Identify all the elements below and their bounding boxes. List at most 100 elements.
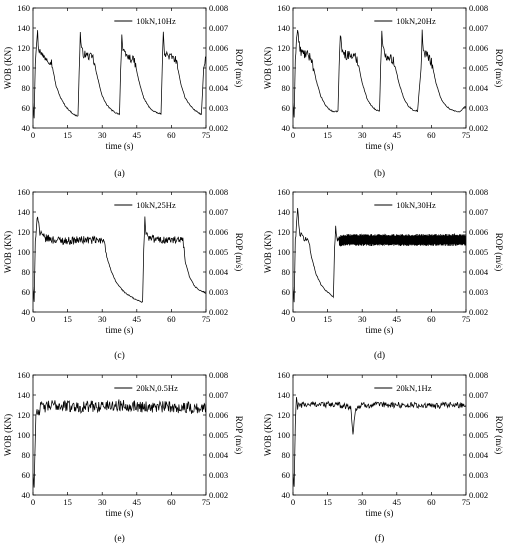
x-tick-label: 75 xyxy=(462,497,471,507)
x-tick-label: 0 xyxy=(31,497,35,507)
y2-tick-label: 0.008 xyxy=(209,3,228,13)
x-tick-label: 15 xyxy=(323,497,332,507)
y2-tick-label: 0.005 xyxy=(209,430,228,440)
x-axis-label: time (s) xyxy=(106,508,134,518)
plot-frame xyxy=(32,374,207,496)
y-tick-label: 140 xyxy=(17,23,30,33)
y2-tick-label: 0.002 xyxy=(209,123,228,133)
y2-axis-label: ROP (m/s) xyxy=(234,49,244,87)
y-axis-label: WOB (KN) xyxy=(263,231,273,273)
y-tick-label: 80 xyxy=(22,267,31,277)
y-tick-label: 140 xyxy=(277,23,290,33)
x-axis-label: time (s) xyxy=(106,325,134,335)
y2-tick-label: 0.007 xyxy=(209,390,228,400)
y2-tick-label: 0.006 xyxy=(469,227,488,237)
x-tick-label: 30 xyxy=(98,130,107,140)
panel-label: (e) xyxy=(114,533,125,544)
series-line xyxy=(293,208,466,303)
y2-tick-label: 0.006 xyxy=(469,43,488,53)
plot-frame xyxy=(292,374,467,496)
chart-panel-a: 0 15 30 45 60 75 40 60 80 100 120 140 160 0.002 0.003 0… xyxy=(3,3,244,179)
y-tick-label: 40 xyxy=(22,307,31,317)
x-tick-label: 15 xyxy=(63,130,72,140)
y-tick-label: 80 xyxy=(282,83,291,93)
y-tick-label: 100 xyxy=(277,247,290,257)
y-tick-label: 120 xyxy=(277,227,290,237)
x-axis-label: time (s) xyxy=(366,508,394,518)
x-tick-label: 45 xyxy=(393,314,402,324)
x-tick-label: 30 xyxy=(358,314,367,324)
y-tick-label: 80 xyxy=(282,450,291,460)
y2-tick-label: 0.005 xyxy=(469,63,488,73)
y2-tick-label: 0.004 xyxy=(469,83,489,93)
x-tick-label: 45 xyxy=(133,130,142,140)
y2-tick-label: 0.005 xyxy=(469,247,488,257)
series-line xyxy=(293,397,466,487)
y-tick-label: 80 xyxy=(22,450,31,460)
y-tick-label: 160 xyxy=(17,3,30,13)
y2-tick-label: 0.004 xyxy=(469,267,489,277)
y-tick-label: 160 xyxy=(277,3,290,13)
y2-tick-label: 0.008 xyxy=(469,3,488,13)
y2-tick-label: 0.005 xyxy=(209,63,228,73)
y-tick-label: 140 xyxy=(277,207,290,217)
y2-tick-label: 0.002 xyxy=(209,307,228,317)
y2-tick-label: 0.003 xyxy=(209,470,228,480)
y2-tick-label: 0.007 xyxy=(209,23,228,33)
x-tick-label: 0 xyxy=(31,314,35,324)
y-tick-label: 160 xyxy=(17,187,30,197)
y2-tick-label: 0.008 xyxy=(209,370,228,380)
y2-tick-label: 0.006 xyxy=(469,410,488,420)
legend-label: 10kN,20Hz xyxy=(396,16,436,26)
y-tick-label: 60 xyxy=(22,103,31,113)
chart-panel-b: 0 15 30 45 60 75 40 60 80 100 120 140 160 0.002 0.003 0… xyxy=(263,3,504,179)
y-tick-label: 60 xyxy=(22,287,31,297)
y2-tick-label: 0.004 xyxy=(209,83,229,93)
y2-tick-label: 0.007 xyxy=(209,207,228,217)
x-axis-label: time (s) xyxy=(366,141,394,151)
y-tick-label: 60 xyxy=(282,103,291,113)
y-tick-label: 120 xyxy=(17,227,30,237)
y-tick-label: 160 xyxy=(277,370,290,380)
y2-tick-label: 0.002 xyxy=(469,123,488,133)
legend-label: 10kN,30Hz xyxy=(396,200,436,210)
y-tick-label: 40 xyxy=(282,123,291,133)
x-tick-label: 15 xyxy=(63,497,72,507)
y2-tick-label: 0.003 xyxy=(469,470,488,480)
y2-tick-label: 0.005 xyxy=(469,430,488,440)
y-tick-label: 160 xyxy=(17,370,30,380)
x-tick-label: 30 xyxy=(358,497,367,507)
y-tick-label: 120 xyxy=(17,43,30,53)
panel-label: (f) xyxy=(375,533,385,544)
y2-tick-label: 0.004 xyxy=(209,267,229,277)
panel-label: (a) xyxy=(114,168,125,179)
y-tick-label: 100 xyxy=(17,63,30,73)
y2-tick-label: 0.006 xyxy=(209,227,228,237)
legend-label: 10kN,10Hz xyxy=(136,16,176,26)
x-tick-label: 60 xyxy=(167,314,176,324)
x-tick-label: 0 xyxy=(31,130,35,140)
y2-tick-label: 0.008 xyxy=(209,187,228,197)
y-tick-label: 140 xyxy=(277,390,290,400)
y-tick-label: 100 xyxy=(277,430,290,440)
panel-label: (b) xyxy=(374,168,385,179)
y2-tick-label: 0.007 xyxy=(469,23,488,33)
y2-tick-label: 0.007 xyxy=(469,390,488,400)
plot-frame xyxy=(292,191,467,313)
y-tick-label: 100 xyxy=(277,63,290,73)
x-tick-label: 15 xyxy=(63,314,72,324)
y2-axis-label: ROP (m/s) xyxy=(234,416,244,454)
y-tick-label: 120 xyxy=(17,410,30,420)
x-tick-label: 75 xyxy=(202,497,211,507)
legend-label: 20kN,0.5Hz xyxy=(136,383,178,393)
y2-tick-label: 0.003 xyxy=(209,287,228,297)
y-axis-label: WOB (KN) xyxy=(3,414,13,456)
y-tick-label: 40 xyxy=(22,490,31,500)
series-line xyxy=(293,29,466,118)
x-tick-label: 15 xyxy=(323,314,332,324)
y-tick-label: 80 xyxy=(282,267,291,277)
chart-panel-c: 0 15 30 45 60 75 40 60 80 100 120 140 160 0.002 0.003 0… xyxy=(3,187,244,361)
y-axis-label: WOB (KN) xyxy=(3,231,13,273)
y2-axis-label: ROP (m/s) xyxy=(494,416,504,454)
y-tick-label: 60 xyxy=(282,470,291,480)
